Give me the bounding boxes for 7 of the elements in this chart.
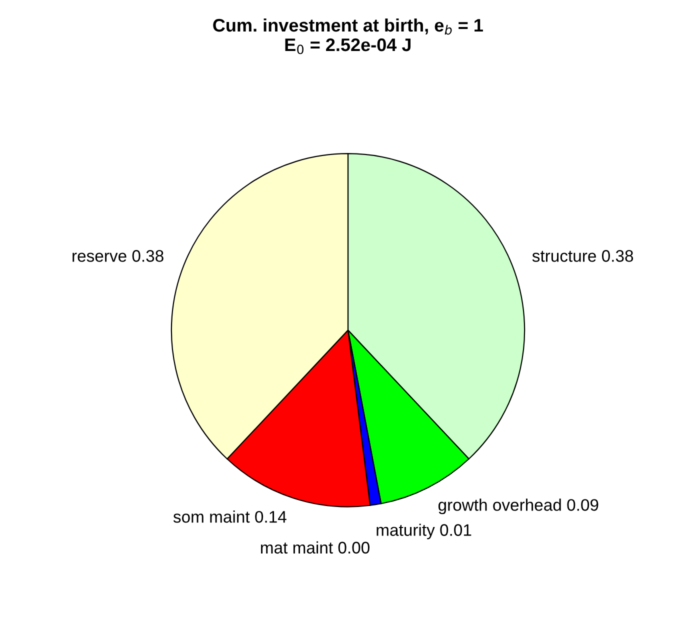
slice-label: reserve 0.38 — [72, 250, 164, 262]
category-label: mat maint 0.00 — [261, 541, 370, 554]
slice-label: growth overhead 0.09 — [438, 498, 598, 514]
slice-label: som maint 0.14 — [173, 510, 286, 523]
chart-title: Cum. investment at birth, e$_{b}$ = 1 E$_{0}$ = 2.52e-04 J — [213, 18, 483, 54]
slice-label: maturity 0.01 — [376, 524, 472, 540]
slice-label: structure 0.38 — [532, 250, 634, 262]
